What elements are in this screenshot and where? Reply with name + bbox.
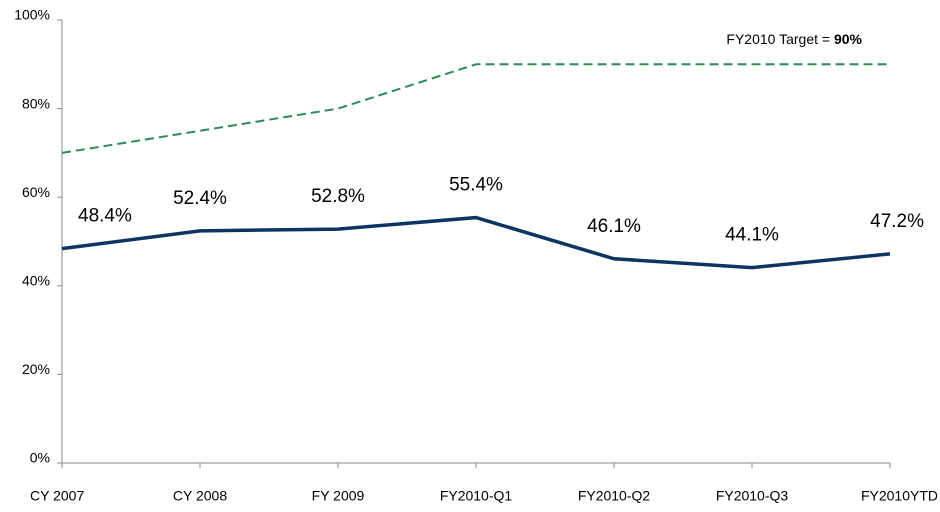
x-tick-label: FY2010-Q1 [440, 488, 513, 504]
value-label: 44.1% [725, 225, 779, 246]
annotation-emphasis: 90% [834, 31, 863, 47]
value-label: 47.2% [870, 211, 924, 232]
value-label: 52.4% [173, 188, 227, 209]
y-tick-label: 60% [22, 184, 50, 200]
x-tick-label: FY2010-Q2 [578, 488, 651, 504]
y-tick-label: 100% [14, 7, 50, 23]
x-tick-label: CY 2008 [173, 488, 227, 504]
x-tick-label: CY 2007 [30, 488, 84, 504]
series-line [61, 63, 890, 154]
x-tick-label: FY2010-Q3 [716, 488, 789, 504]
value-label: 52.8% [311, 186, 365, 207]
y-tick-label: 40% [22, 273, 50, 289]
value-label: 46.1% [587, 216, 641, 237]
y-tick-label: 20% [22, 361, 50, 377]
annotation-text: FY2010 Target = [726, 31, 834, 47]
series-line [61, 215, 891, 270]
x-tick-label: FY2010YTD [861, 488, 938, 504]
value-label: 48.4% [78, 206, 132, 227]
y-tick-label: 80% [22, 95, 50, 111]
y-tick-label: 0% [30, 450, 50, 466]
value-label: 55.4% [449, 175, 503, 196]
target-annotation: FY2010 Target = 90% [726, 31, 862, 47]
x-tick-label: FY 2009 [312, 488, 365, 504]
